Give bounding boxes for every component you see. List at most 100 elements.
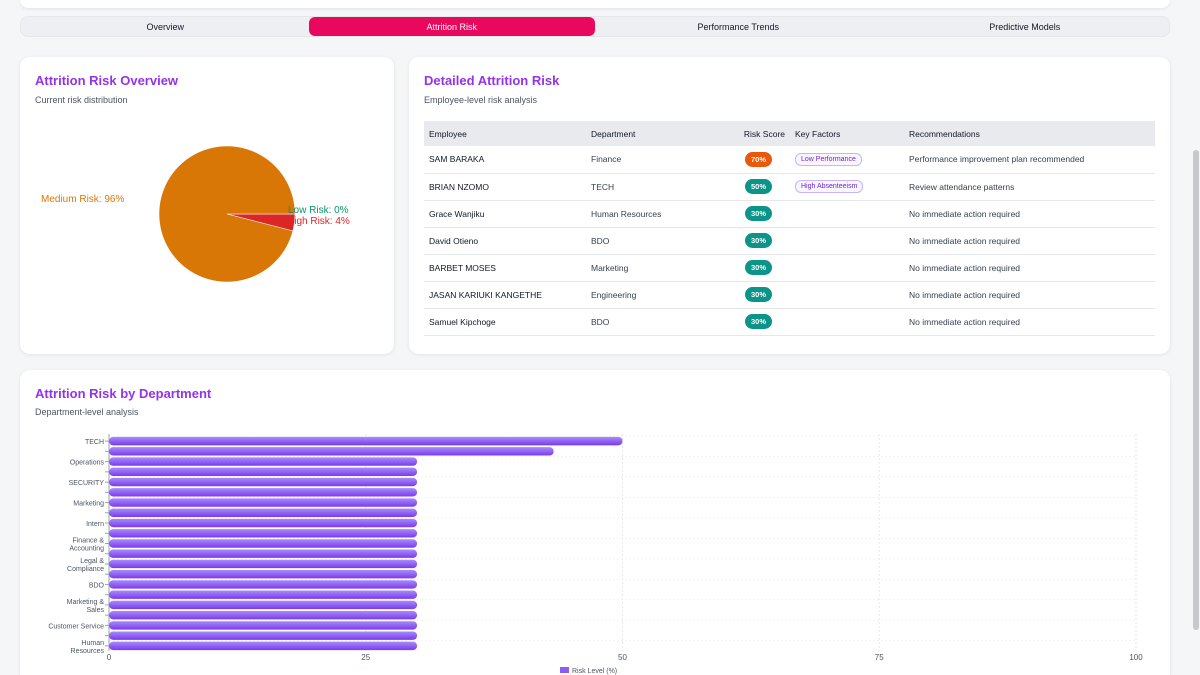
employee-department: BDO [586,227,696,255]
risk-score-badge: 50% [744,179,772,194]
y-tick-label: SECURITY [69,480,105,487]
tab-performance-trends[interactable]: Performance Trends [697,21,780,32]
header-risk-score: Risk Score [696,121,790,146]
detailed-attrition-risk-card: Detailed Attrition Risk Employee-level r… [409,57,1170,354]
y-tick-label: Operations [70,460,105,467]
employee-name: BARBET MOSES [424,254,586,282]
recommendation-text: No immediate action required [904,281,1155,309]
risk-score-badge: 30% [744,287,772,302]
header-employee: Employee [424,121,586,146]
employee-department: Engineering [586,281,696,309]
key-factor-cell [790,227,904,255]
pie-label-medium: Medium Risk: 96% [41,194,125,205]
attrition-risk-overview-card: Attrition Risk Overview Current risk dis… [20,57,394,354]
tab-attrition-risk[interactable]: Attrition Risk [308,17,595,36]
bar-row-13[interactable] [109,570,418,579]
bar-row-5[interactable] [109,488,418,497]
bar-human-resources[interactable] [109,641,418,651]
key-factor-tag: Low Performance [795,152,862,166]
bar-finance-accounting[interactable] [109,539,418,548]
tab-overview[interactable]: Overview [146,21,184,32]
employee-department: Human Resources [586,200,696,228]
header-key-factors: Key Factors [790,121,904,146]
recommendation-text: No immediate action required [904,200,1155,228]
table-row[interactable]: BRIAN NZOMO TECH 50% High Absenteeism Re… [424,173,1155,201]
recommendation-text: No immediate action required [904,254,1155,282]
pie-label-high: High Risk: 4% [287,216,350,227]
bar-tech[interactable] [109,436,623,446]
bar-row-3[interactable] [109,467,418,477]
tab-bar: Overview Attrition Risk Performance Tren… [20,16,1170,37]
card-subtitle: Department-level analysis [35,407,139,417]
risk-score-badge: 30% [744,233,772,248]
key-factor-tag: High Absenteeism [795,180,864,193]
y-tick-label: Customer Service [48,623,104,630]
employee-name: JASAN KARIUKI KANGETHE [424,281,586,309]
employee-department: Finance [586,146,696,174]
table-row[interactable]: SAM BARAKA Finance 70% Low Performance P… [424,146,1155,174]
table-row[interactable]: JASAN KARIUKI KANGETHE Engineering 30% N… [424,281,1155,309]
x-tick-label: 75 [875,653,884,662]
bar-row-17[interactable] [109,610,418,620]
recommendation-text: Review attendance patterns [904,173,1155,201]
bar-marketing[interactable] [109,498,418,507]
card-subtitle: Employee-level risk analysis [424,95,538,105]
y-tick-label: TECH [85,439,104,446]
y-tick-label: Legal & Compliance [67,558,104,573]
bar-legal-compliance[interactable] [109,559,418,569]
risk-score-badge: 30% [744,206,772,221]
bar-customer-service[interactable] [109,621,418,630]
recommendation-text: No immediate action required [904,227,1155,255]
employee-name: David Otieno [424,227,586,255]
y-tick-label: BDO [89,582,105,589]
top-panel-edge [20,0,1170,8]
bar-row-11[interactable] [109,549,418,558]
table-header-row: Employee Department Risk Score Key Facto… [424,121,1155,146]
header-recommendations: Recommendations [904,121,1155,146]
legend-swatch [560,667,569,673]
bar-row-19[interactable] [109,631,418,640]
risk-score-badge: 30% [744,314,772,329]
card-title: Attrition Risk Overview [35,73,179,88]
y-tick-label: Marketing & Sales [67,599,105,614]
key-factor-cell [790,308,904,336]
bar-operations[interactable] [109,457,418,466]
table-row[interactable]: Samuel Kipchoge BDO 30% No immediate act… [424,308,1155,336]
bar-row-7[interactable] [109,508,418,517]
recommendation-text: Performance improvement plan recommended [904,146,1155,174]
employee-name: SAM BARAKA [424,146,586,174]
bar-row-9[interactable] [109,529,418,538]
card-title: Attrition Risk by Department [35,386,212,401]
x-tick-label: 50 [618,653,627,662]
pie-slice-medium[interactable] [158,145,296,283]
risk-pie-chart [158,145,296,283]
table-row[interactable]: David Otieno BDO 30% No immediate action… [424,227,1155,255]
employee-department: Marketing [586,254,696,282]
page-scrollbar[interactable] [1193,150,1199,630]
employee-name: Grace Wanjiku [424,200,586,228]
risk-score-badge: 30% [744,260,772,275]
bar-marketing-sales[interactable] [109,600,418,610]
y-tick-label: Intern [86,521,104,528]
employee-risk-table: Employee Department Risk Score Key Facto… [424,121,1155,336]
key-factor-cell [790,281,904,309]
bar-row-1[interactable] [109,447,554,456]
y-tick-label: Human Resources [71,640,105,655]
y-tick-label: Finance & Accounting [69,538,104,553]
x-tick-label: 100 [1129,653,1143,662]
bar-security[interactable] [109,477,418,487]
employee-department: BDO [586,308,696,336]
employee-name: Samuel Kipchoge [424,308,586,336]
employee-name: BRIAN NZOMO [424,173,586,201]
tab-predictive-models[interactable]: Predictive Models [989,21,1061,32]
bar-row-15[interactable] [109,590,418,599]
x-tick-label: 0 [107,653,112,662]
table-row[interactable]: Grace Wanjiku Human Resources 30% No imm… [424,200,1155,228]
card-title: Detailed Attrition Risk [424,73,560,88]
table-row[interactable]: BARBET MOSES Marketing 30% No immediate … [424,254,1155,282]
legend-label: Risk Level (%) [572,668,617,675]
x-tick-label: 25 [361,653,370,662]
bar-intern[interactable] [109,518,418,528]
bar-bdo[interactable] [109,580,418,589]
y-tick-label: Marketing [73,501,104,508]
